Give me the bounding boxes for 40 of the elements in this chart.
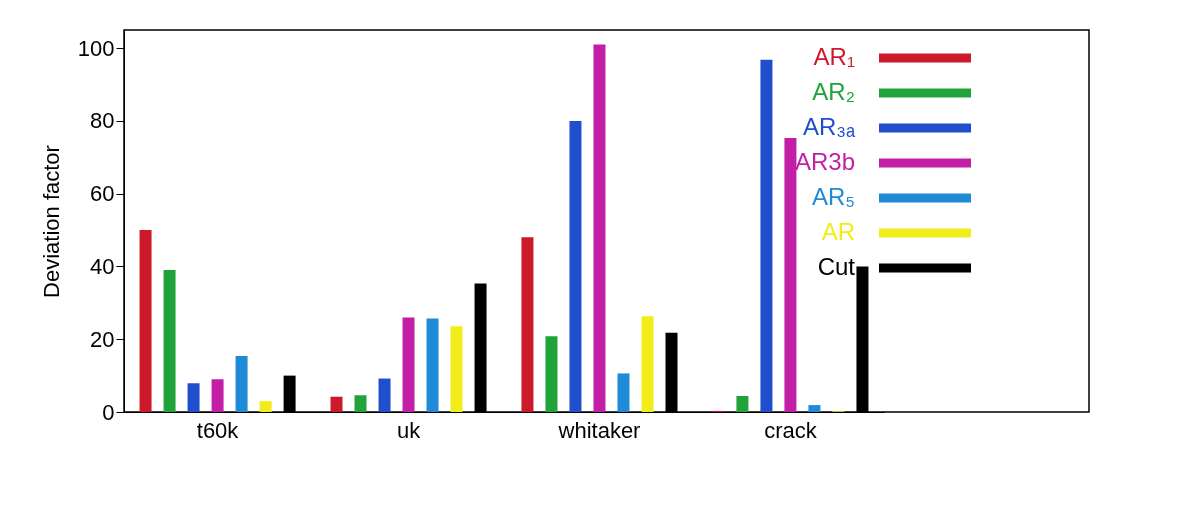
bar [545, 336, 558, 412]
bar [617, 373, 630, 412]
legend-label: AR3b [794, 148, 855, 175]
x-tick-label: whitaker [557, 417, 641, 443]
y-tick-label: 100 [77, 35, 115, 61]
legend-label: AR₅ [811, 183, 855, 210]
x-tick-label: t60k [196, 417, 240, 443]
bar [402, 317, 415, 412]
bar [330, 396, 343, 412]
bar [354, 395, 367, 412]
bar [760, 59, 773, 412]
bar [259, 401, 272, 412]
bar [569, 120, 582, 412]
y-tick-label: 60 [90, 181, 115, 207]
y-tick-label: 40 [90, 253, 115, 279]
bar [426, 318, 439, 412]
bar [641, 316, 654, 412]
bar [163, 270, 176, 412]
bar [736, 395, 749, 412]
x-tick-label: uk [396, 417, 422, 443]
bar [211, 379, 224, 412]
bar [784, 138, 797, 412]
bar [139, 230, 152, 412]
x-tick-label: crack [764, 417, 818, 443]
legend-label: AR₂ [812, 78, 855, 105]
legend-label: AR₃ₐ [802, 113, 857, 140]
legend-label: Cut [817, 253, 856, 280]
bar [235, 355, 248, 412]
y-axis-title: Deviation factor [38, 145, 64, 298]
legend-label: AR₁ [813, 43, 855, 70]
bar [521, 237, 534, 412]
bar [593, 44, 606, 412]
bar [187, 383, 200, 412]
y-tick-label: 80 [90, 108, 115, 134]
bar [808, 405, 821, 412]
legend-label: AR [821, 218, 855, 245]
y-tick-label: 20 [90, 326, 115, 352]
bar [378, 378, 391, 412]
y-tick-label: 0 [102, 399, 115, 425]
bar [450, 326, 463, 412]
